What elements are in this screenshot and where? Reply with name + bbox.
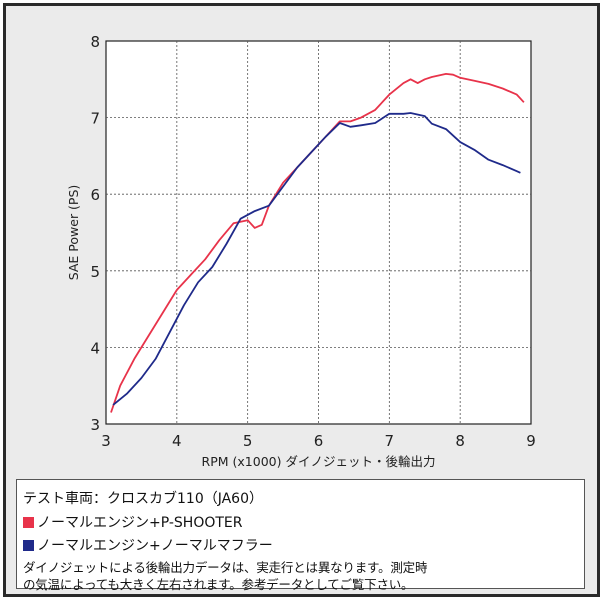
y-tick-labels: 3 4 5 6 7 8 <box>90 33 100 434</box>
series-lines <box>110 73 525 413</box>
x-tick-label: 4 <box>172 432 182 450</box>
blue-swatch-icon <box>23 540 34 551</box>
red-swatch-icon <box>23 517 34 528</box>
x-tick-labels: 3 4 5 6 7 8 9 <box>101 432 536 450</box>
x-tick-label: 8 <box>455 432 465 450</box>
grid-horizontal <box>106 117 531 348</box>
info-box: テスト車両：クロスカブ110（JA60） ノーマルエンジン+P-SHOOTER … <box>16 479 585 592</box>
y-tick-label: 6 <box>90 186 100 204</box>
y-tick-label: 3 <box>90 416 100 434</box>
x-tick-label: 7 <box>385 432 395 450</box>
y-axis-label: SAE Power (PS) <box>66 185 81 281</box>
x-tick-label: 3 <box>101 432 111 450</box>
x-tick-label: 5 <box>243 432 253 450</box>
legend-item-blue: ノーマルエンジン+ノーマルマフラー <box>23 535 273 555</box>
x-axis-label: RPM (x1000) ダイノジェット・後輪出力 <box>202 454 436 469</box>
series-line-blue <box>112 112 521 406</box>
y-tick-label: 8 <box>90 33 100 51</box>
x-tick-label: 9 <box>526 432 536 450</box>
plot-area <box>105 40 532 425</box>
test-vehicle-text: テスト車両：クロスカブ110（JA60） <box>23 491 263 507</box>
x-tick-label: 6 <box>314 432 324 450</box>
legend-label-blue: ノーマルエンジン+ノーマルマフラー <box>37 538 273 554</box>
note-line-1: ダイノジェットによる後輪出力データは、実走行とは異なります。測定時 <box>23 560 428 575</box>
note-line-2: の気温によっても大きく左右されます。参考データとしてご覧下さい。 <box>23 577 414 592</box>
y-tick-label: 4 <box>90 339 100 357</box>
legend-label-red: ノーマルエンジン+P-SHOOTER <box>37 515 243 531</box>
legend-item-red: ノーマルエンジン+P-SHOOTER <box>23 512 243 532</box>
y-tick-label: 7 <box>90 110 100 128</box>
y-tick-label: 5 <box>90 263 100 281</box>
